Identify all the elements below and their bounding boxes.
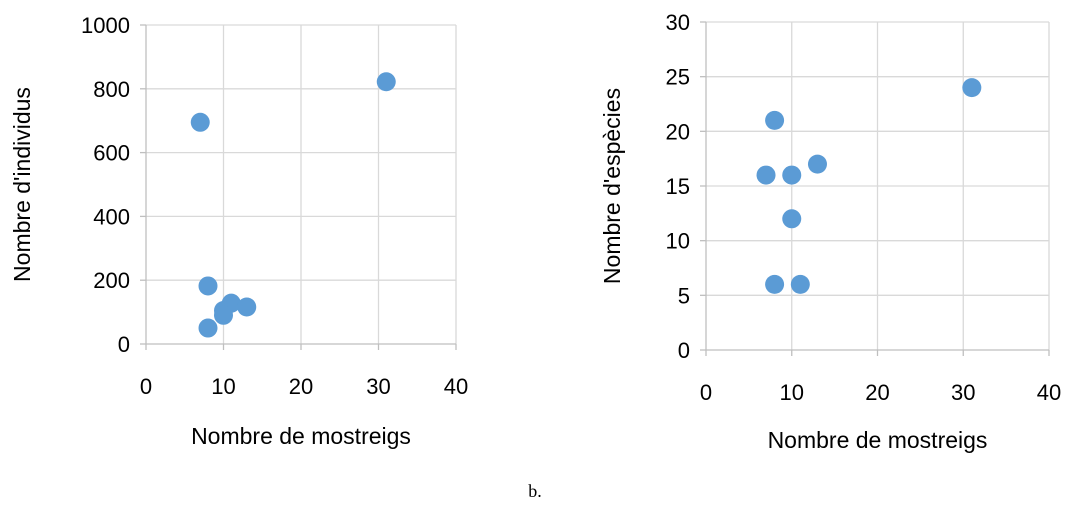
data-point — [198, 276, 218, 296]
x-tick-label: 30 — [951, 380, 975, 405]
x-tick-label: 20 — [289, 374, 313, 399]
x-tick-label: 0 — [700, 380, 712, 405]
data-point — [237, 297, 257, 317]
y-tick-label: 30 — [666, 10, 690, 35]
y-tick-label: 20 — [666, 119, 690, 144]
data-point — [214, 305, 233, 325]
x-tick-label: 20 — [865, 380, 889, 405]
data-point — [376, 72, 396, 92]
y-tick-label: 0 — [678, 338, 690, 363]
x-tick-label: 40 — [1037, 380, 1061, 405]
data-point — [765, 110, 785, 130]
x-tick-label: 30 — [366, 374, 390, 399]
y-axis-title: Nombre d'espècies — [599, 88, 625, 284]
y-tick-label: 10 — [666, 229, 690, 254]
chart-especies: 0 5 10 15 20 25 30 0 10 20 30 40 Nombre de mostreigs… — [599, 10, 1061, 453]
data-point — [782, 209, 802, 229]
y-tick-label: 15 — [666, 174, 690, 199]
figure-caption: b. — [528, 481, 542, 501]
data-point — [190, 112, 210, 132]
data-point — [756, 165, 776, 185]
y-tick-label: 200 — [93, 268, 130, 293]
y-tick-label: 0 — [118, 332, 130, 357]
x-tick-label: 10 — [780, 380, 804, 405]
data-point — [198, 318, 218, 338]
x-axis-title: Nombre de mostreigs — [191, 423, 411, 449]
data-point — [962, 78, 982, 98]
x-tick-label: 10 — [211, 374, 235, 399]
y-tick-label: 25 — [666, 65, 690, 90]
chart-individus: 0 200 400 600 800 1000 0 10 20 30 40 Nombre de most… — [9, 13, 468, 449]
y-axis-title: Nombre d'individus — [9, 87, 35, 282]
y-tick-label: 1000 — [81, 13, 130, 38]
y-tick-label: 600 — [93, 141, 130, 166]
data-point — [782, 165, 802, 185]
data-point — [807, 154, 827, 174]
y-tick-label: 800 — [93, 77, 130, 102]
y-tick-label: 5 — [678, 283, 690, 308]
x-tick-label: 40 — [444, 374, 468, 399]
y-tick-label: 400 — [93, 204, 130, 229]
data-point — [790, 274, 810, 294]
x-axis-title: Nombre de mostreigs — [768, 427, 988, 453]
data-point — [765, 274, 785, 294]
x-tick-label: 0 — [140, 374, 152, 399]
